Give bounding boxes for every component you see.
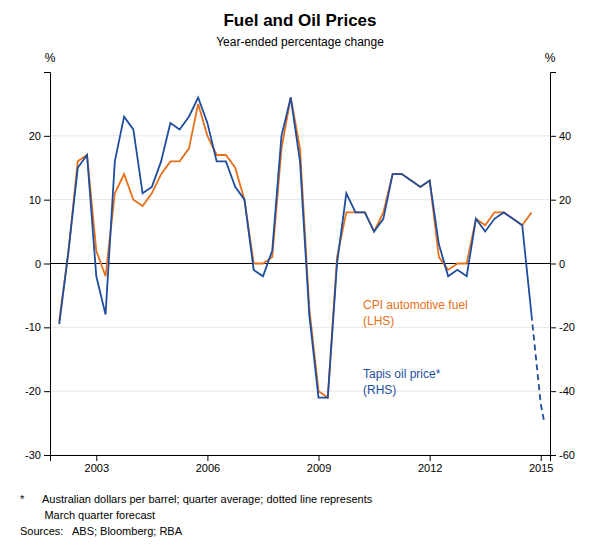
tick-mark bbox=[550, 391, 556, 392]
axis-line bbox=[44, 73, 51, 456]
tick-label: 0 bbox=[559, 258, 565, 270]
tick: -20 bbox=[25, 385, 50, 397]
tick: 0 bbox=[35, 258, 50, 270]
tick-mark bbox=[541, 455, 542, 461]
tick-label: 2006 bbox=[196, 462, 220, 474]
axis-line bbox=[551, 73, 557, 456]
grid-line bbox=[50, 135, 550, 136]
grid-line bbox=[50, 391, 550, 392]
chart: 2003 2006 2009 2012 2015 -30 -20 -10 0 10 20 -60 -40… bbox=[0, 0, 600, 555]
grid-line bbox=[50, 327, 550, 328]
legend-entry: CPI automotive fuel(LHS) bbox=[363, 298, 468, 328]
tick: -60 bbox=[550, 449, 575, 461]
tick-label: 0 bbox=[35, 258, 41, 270]
tick-mark bbox=[96, 455, 97, 461]
x-axis: 2003 2006 2009 2012 2015 bbox=[51, 455, 554, 474]
tick-mark bbox=[430, 455, 431, 461]
tick-mark bbox=[207, 455, 208, 461]
tick: 40 bbox=[550, 130, 571, 142]
title: Fuel and Oil Prices bbox=[223, 11, 376, 30]
tick-mark bbox=[550, 200, 556, 201]
tick: 0 bbox=[550, 258, 565, 270]
tick: 2003 bbox=[85, 455, 109, 474]
lines bbox=[59, 98, 544, 424]
grid bbox=[50, 136, 550, 455]
tick: -20 bbox=[550, 321, 575, 333]
tick-label: -10 bbox=[25, 321, 41, 333]
tick: -40 bbox=[550, 385, 575, 397]
tick-mark bbox=[44, 264, 50, 265]
tick-mark bbox=[44, 455, 50, 456]
tick-mark bbox=[44, 391, 50, 392]
tick-mark bbox=[550, 136, 556, 137]
tick-mark bbox=[44, 200, 50, 201]
tick-mark bbox=[44, 327, 50, 328]
tick-label: -30 bbox=[25, 449, 41, 461]
tick: 2015 bbox=[529, 455, 553, 474]
footnote: March quarter forecast bbox=[20, 509, 155, 521]
tick: 2012 bbox=[418, 455, 442, 474]
legend-entry: Tapis oil price*(RHS) bbox=[363, 367, 441, 397]
tick-mark bbox=[550, 327, 556, 328]
tick-label: 20 bbox=[559, 194, 571, 206]
zero-line bbox=[50, 263, 550, 264]
tick: 2006 bbox=[196, 455, 220, 474]
tick: 20 bbox=[550, 194, 571, 206]
tick: -30 bbox=[25, 449, 50, 461]
series-line bbox=[531, 315, 544, 424]
tick-label: -60 bbox=[559, 449, 575, 461]
tick-label: 10 bbox=[29, 194, 41, 206]
series-line bbox=[59, 98, 531, 398]
tick-label: 2003 bbox=[85, 462, 109, 474]
tick: 20 bbox=[29, 130, 50, 142]
tick-label: -20 bbox=[25, 385, 41, 397]
y2-axis-label: % bbox=[545, 51, 556, 65]
tick-mark bbox=[550, 264, 556, 265]
tick-mark bbox=[44, 136, 50, 137]
tick-mark bbox=[319, 455, 320, 461]
subtitle: Year-ended percentage change bbox=[216, 35, 384, 49]
tick-label: 2009 bbox=[307, 462, 331, 474]
axis-line bbox=[51, 456, 551, 462]
tick-label: 20 bbox=[29, 130, 41, 142]
y-axis-label: % bbox=[45, 51, 56, 65]
tick: 10 bbox=[29, 194, 50, 206]
y-axis: -30 -20 -10 0 10 20 bbox=[25, 73, 50, 462]
tick-mark bbox=[550, 455, 556, 456]
tick-label: 40 bbox=[559, 130, 571, 142]
series-line bbox=[59, 98, 531, 398]
grid-line bbox=[50, 199, 550, 200]
tick-label: -40 bbox=[559, 385, 575, 397]
footnote: * Australian dollars per barrel; quarter… bbox=[20, 493, 373, 505]
y2-axis: -60 -40 -20 0 20 40 bbox=[550, 73, 575, 462]
tick: -10 bbox=[25, 321, 50, 333]
tick-label: 2012 bbox=[418, 462, 442, 474]
tick-label: 2015 bbox=[529, 462, 553, 474]
footnote: Sources: ABS; Bloomberg; RBA bbox=[20, 525, 183, 537]
tick-label: -20 bbox=[559, 321, 575, 333]
tick: 2009 bbox=[307, 455, 331, 474]
